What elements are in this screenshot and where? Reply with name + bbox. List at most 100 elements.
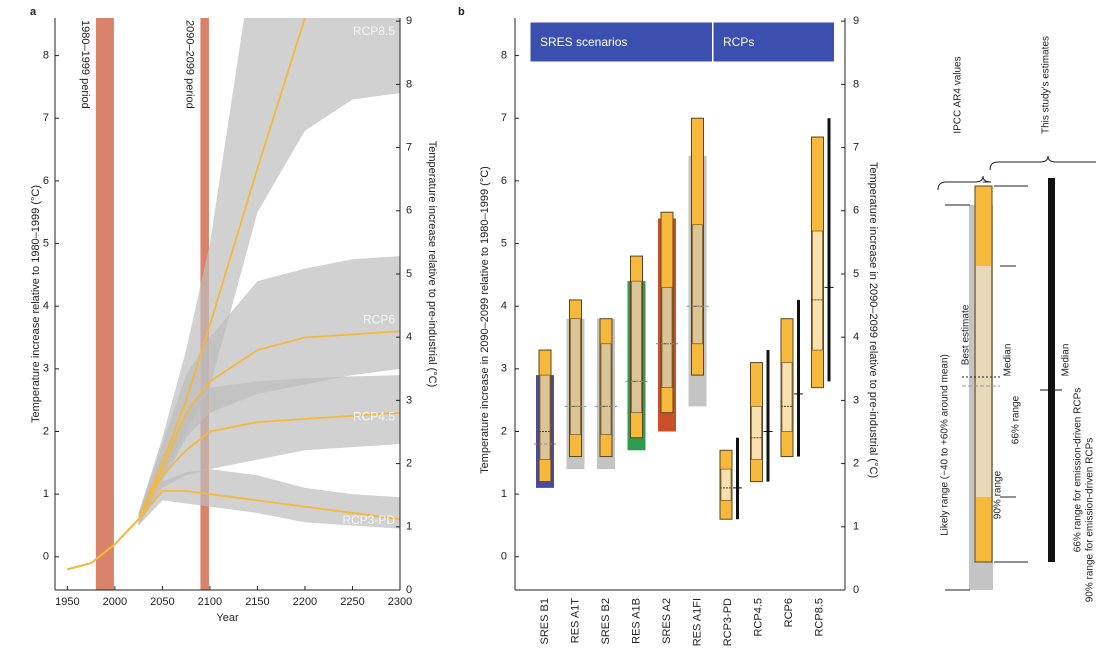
plot-area <box>67 18 400 590</box>
y-tick-label: 7 <box>501 112 507 124</box>
y2-tick-label: 6 <box>853 205 859 217</box>
x-axis-title: Year <box>216 612 239 624</box>
range66-sample <box>976 266 991 497</box>
y2-tick-label: 7 <box>853 141 859 153</box>
legend-label: Median <box>1003 344 1014 377</box>
legend-label: Best estimate <box>961 304 972 365</box>
x-tick-label: 2000 <box>103 596 127 608</box>
y-tick-label: 4 <box>501 300 507 312</box>
legend-header: IPCC AR4 values <box>953 56 964 133</box>
uncertainty-band <box>138 469 400 529</box>
panel-label: b <box>458 6 465 18</box>
legend-label: Median <box>1061 344 1072 377</box>
range-66 <box>751 406 762 460</box>
range-66 <box>631 280 642 413</box>
emis-range <box>736 437 739 520</box>
emis-range <box>827 118 831 382</box>
x-tick-label: RES A1FI <box>691 598 703 646</box>
group-header <box>529 21 713 63</box>
y-tick-label: 0 <box>43 551 49 563</box>
series-label: RCP8.5 <box>353 24 395 38</box>
legend-label: 90% range for emission-driven RCPs <box>1085 438 1096 603</box>
period-bar <box>95 18 114 590</box>
x-tick-label: SRES B2 <box>600 598 612 644</box>
period-label: 1980–1999 period <box>79 20 91 109</box>
y-tick-label: 4 <box>43 300 49 312</box>
y2-tick-label: 9 <box>853 15 859 27</box>
y-tick-label: 6 <box>43 175 49 187</box>
legend-label: 66% range <box>1011 395 1022 444</box>
series-label: RCP4.5 <box>353 410 395 424</box>
emis-range <box>766 350 770 482</box>
x-tick-label: RES A1T <box>569 598 581 644</box>
y2-tick-label: 9 <box>406 15 412 27</box>
group-header-label: SRES scenarios <box>540 35 627 49</box>
y2-tick-label: 1 <box>406 521 412 533</box>
range-66 <box>539 374 551 460</box>
y2-tick-label: 5 <box>406 268 412 280</box>
y-tick-label: 5 <box>501 237 507 249</box>
y2-tick-label: 0 <box>406 584 412 596</box>
x-tick-label: 2300 <box>388 596 412 608</box>
y-tick-label: 3 <box>43 363 49 375</box>
median-line <box>67 490 400 571</box>
series-label: RCP6 <box>363 313 395 327</box>
y-tick-label: 3 <box>501 363 507 375</box>
x-tick-label: 2250 <box>340 596 364 608</box>
legend-label: 66% range for emission-driven RCPs <box>1073 388 1084 553</box>
range-66 <box>692 224 703 345</box>
y-tick-label: 1 <box>43 488 49 500</box>
uncertainty-band <box>138 375 400 526</box>
y2-tick-label: 6 <box>406 205 412 217</box>
range-66 <box>812 230 823 351</box>
y2-tick-label: 4 <box>406 331 412 343</box>
y2-tick-label: 1 <box>853 521 859 533</box>
range-66 <box>661 287 673 388</box>
y-tick-label: 5 <box>43 237 49 249</box>
x-tick-label: SRES B1 <box>539 598 551 644</box>
x-tick-label: RCP4.5 <box>752 598 764 637</box>
y-axis-title: Temperature increase relative to 1980–19… <box>30 185 42 423</box>
y-tick-label: 2 <box>501 425 507 437</box>
brace <box>937 175 992 191</box>
y2-tick-label: 8 <box>406 78 412 90</box>
x-tick-label: RCP6 <box>783 598 795 627</box>
legend-schematic <box>937 155 1096 591</box>
y-axis-title: Temperature increase in 2090–2099 relati… <box>479 166 491 474</box>
x-tick-label: 1950 <box>55 596 79 608</box>
y2-tick-label: 3 <box>853 394 859 406</box>
x-tick-label: RES A1B <box>630 598 642 644</box>
y2-tick-label: 8 <box>853 78 859 90</box>
x-tick-label: SRES A2 <box>661 598 673 644</box>
y-tick-label: 0 <box>501 551 507 563</box>
range-66 <box>720 468 732 501</box>
y-tick-label: 1 <box>501 488 507 500</box>
y2-tick-label: 0 <box>853 584 859 596</box>
y-tick-label: 7 <box>43 112 49 124</box>
y2-tick-label: 5 <box>853 268 859 280</box>
x-tick-label: 2150 <box>245 596 269 608</box>
panel-label: a <box>30 6 37 18</box>
group-header <box>712 21 835 63</box>
legend-label: Likely range (−40 to +60% around mean) <box>940 354 951 536</box>
y2-tick-label: 3 <box>406 394 412 406</box>
legend-header: This study's estimates <box>1041 36 1052 134</box>
series-label: RCP3-PD <box>342 513 395 527</box>
range-66 <box>600 343 612 435</box>
y-tick-label: 2 <box>43 425 49 437</box>
x-tick-label: 2050 <box>150 596 174 608</box>
legend-label: 90% range <box>993 470 1004 519</box>
y2-tick-label: 2 <box>406 457 412 469</box>
y-tick-label: 8 <box>43 49 49 61</box>
y-tick-label: 8 <box>501 49 507 61</box>
x-tick-label: RCP8.5 <box>813 598 825 637</box>
x-tick-label: 2200 <box>293 596 317 608</box>
y2-tick-label: 7 <box>406 141 412 153</box>
brace <box>989 155 1096 171</box>
y2-tick-label: 2 <box>853 457 859 469</box>
emis-range-sample <box>1048 178 1055 562</box>
x-tick-label: 2100 <box>198 596 222 608</box>
y-tick-label: 6 <box>501 175 507 187</box>
x-tick-label: RCP3-PD <box>722 598 734 646</box>
